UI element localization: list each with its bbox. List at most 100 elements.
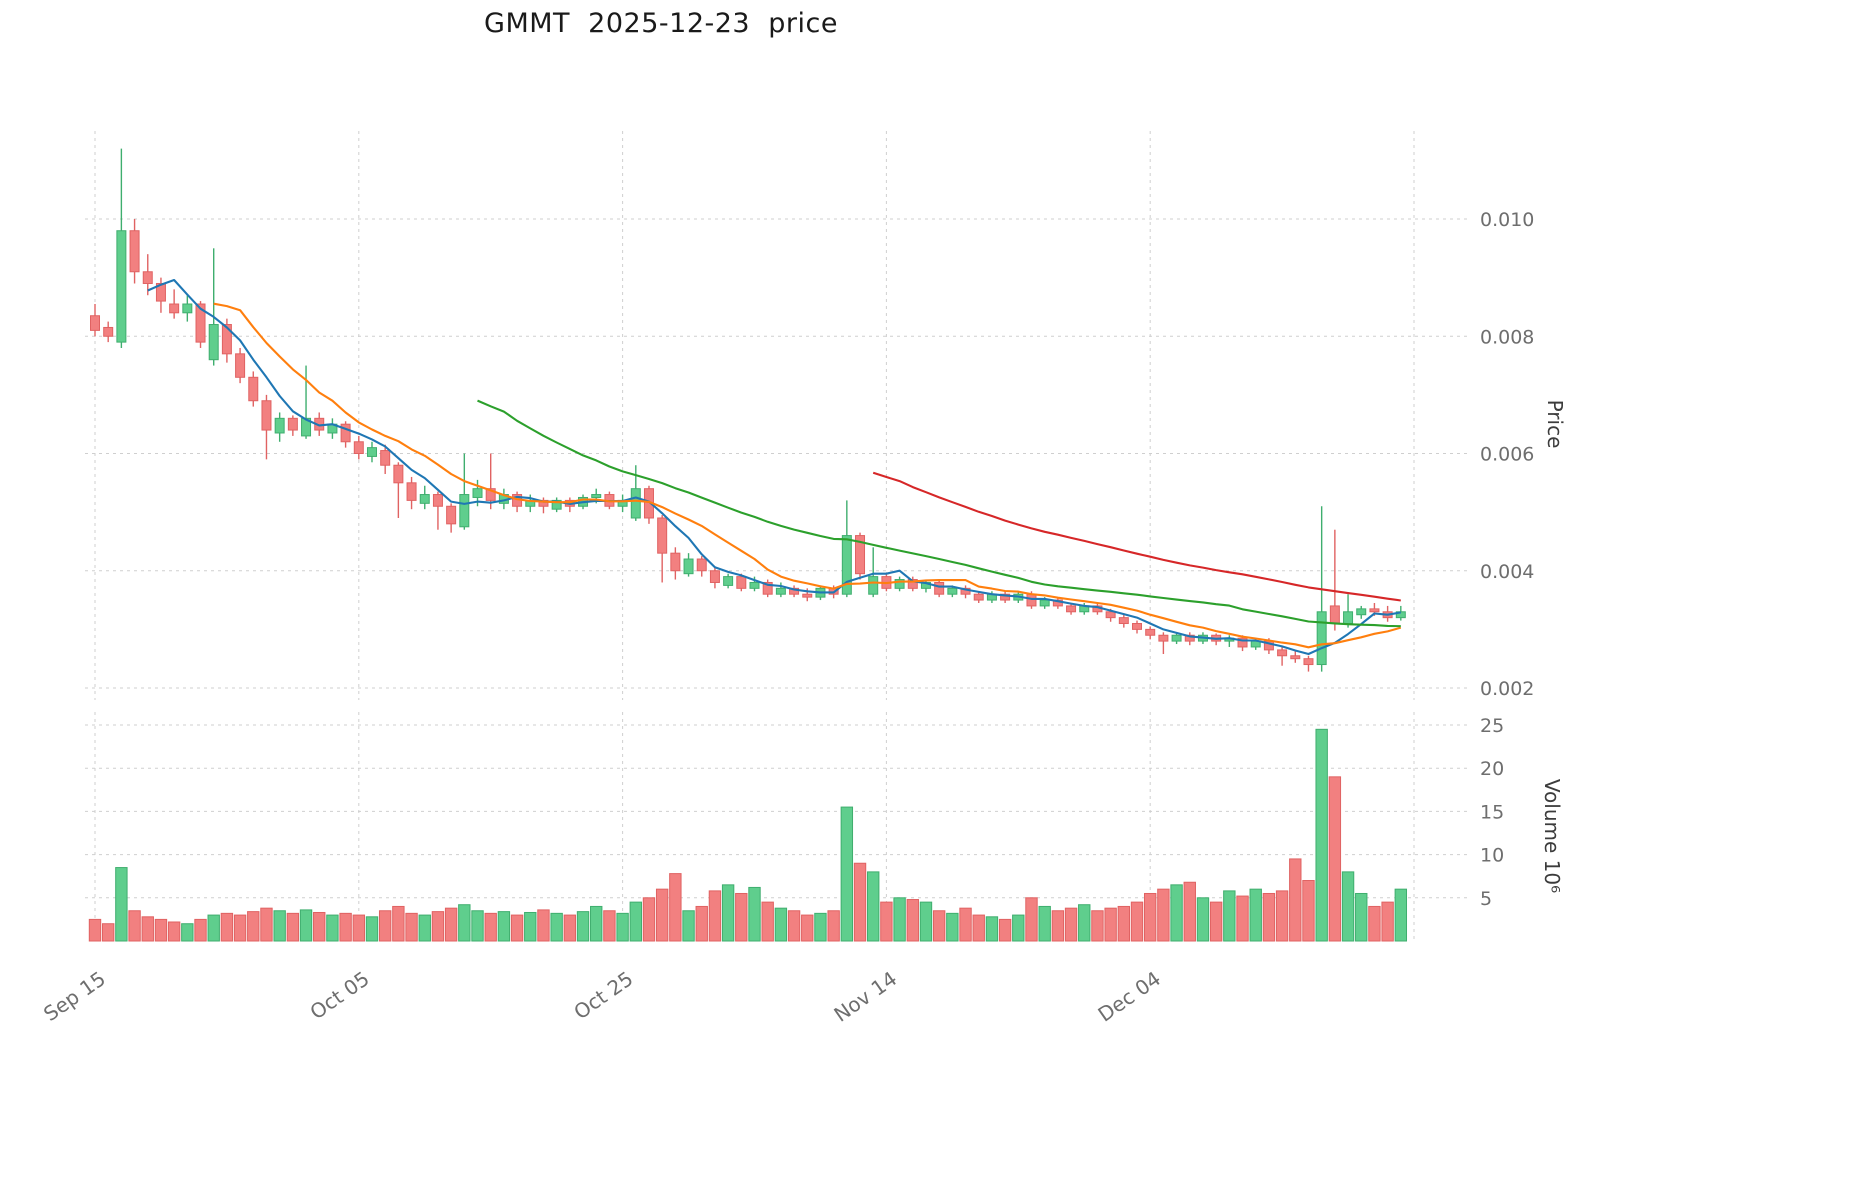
volume-bar-up xyxy=(1196,897,1210,942)
volume-bar-down xyxy=(669,873,682,942)
volume-bar-down xyxy=(1157,888,1170,942)
volume-bar-up xyxy=(1078,904,1091,942)
ma-line-MA5 xyxy=(147,278,1401,656)
candle-up xyxy=(366,447,377,457)
candle-down xyxy=(1118,617,1129,625)
candle-down xyxy=(657,517,668,554)
volume-bar-down xyxy=(906,899,919,942)
candle-down xyxy=(1145,628,1156,636)
candle-down xyxy=(1369,608,1380,613)
candle-up xyxy=(472,488,483,498)
candle-down xyxy=(1026,593,1037,607)
ma-line-MA30 xyxy=(477,399,1401,628)
candle-down xyxy=(1237,637,1248,648)
volume-bar-up xyxy=(115,867,128,942)
candle-down xyxy=(696,558,707,572)
candle-down xyxy=(538,499,549,507)
volume-bar-down xyxy=(352,914,366,942)
volume-bar-up xyxy=(893,897,906,942)
volume-bar-down xyxy=(655,888,669,942)
volume-bar-up xyxy=(497,911,511,942)
price-tick-label: 0.008 xyxy=(1480,326,1534,348)
candle-up xyxy=(630,488,641,519)
volume-bar-down xyxy=(1051,910,1065,942)
candle-down xyxy=(855,535,866,575)
volume-bar-up xyxy=(1394,888,1408,942)
volume-bar-down xyxy=(1025,897,1038,942)
volume-bar-down xyxy=(1368,905,1381,942)
candle-down xyxy=(353,441,364,454)
volume-bar-down xyxy=(128,910,141,942)
volume-bar-up xyxy=(550,912,563,942)
volume-bar-down xyxy=(378,910,392,942)
volume-tick-label: 20 xyxy=(1480,758,1504,780)
volume-bar-down xyxy=(1064,907,1078,942)
volume-bar-down xyxy=(998,918,1012,942)
candle-down xyxy=(432,494,443,507)
volume-bar-up xyxy=(1012,914,1025,942)
candle-down xyxy=(485,488,496,501)
candle-down xyxy=(103,326,114,337)
volume-bar-down xyxy=(260,907,273,942)
volume-bar-up xyxy=(946,912,959,942)
candle-down xyxy=(129,230,140,273)
volume-bar-down xyxy=(220,912,234,942)
volume-tick-label: 5 xyxy=(1480,888,1492,910)
candle-down xyxy=(907,579,918,589)
candle-down xyxy=(1066,605,1077,613)
candle-up xyxy=(894,579,905,589)
volume-bar-down xyxy=(233,914,247,942)
x-tick-label: Dec 04 xyxy=(1094,966,1166,1026)
candle-down xyxy=(670,552,681,572)
candle-up xyxy=(723,576,734,586)
candle-down xyxy=(446,505,457,525)
volume-axis-label: Volume 10⁶ xyxy=(1540,779,1564,893)
candle-up xyxy=(1343,611,1354,625)
ma-line-MA10 xyxy=(213,302,1402,649)
candle-down xyxy=(1132,623,1143,630)
x-tick-label: Oct 05 xyxy=(306,966,374,1024)
volume-bar-up xyxy=(1038,905,1051,942)
volume-bar-up xyxy=(840,806,854,942)
volume-bar-down xyxy=(484,912,497,942)
volume-bar-down xyxy=(537,909,550,942)
volume-bar-down xyxy=(642,897,656,942)
candle-down xyxy=(142,271,153,284)
candle-down xyxy=(802,593,813,598)
volume-bar-up xyxy=(365,916,379,942)
candle-down xyxy=(709,570,720,583)
volume-bar-down xyxy=(1104,907,1117,942)
volume-bar-down xyxy=(1091,910,1104,942)
candles xyxy=(90,148,1406,672)
volume-bar-down xyxy=(1289,858,1302,942)
candle-down xyxy=(1329,605,1340,625)
volume-bar-down xyxy=(563,914,577,942)
volume-bar-up xyxy=(721,884,735,942)
candle-down xyxy=(406,482,417,501)
volume-bar-up xyxy=(576,911,590,942)
x-tick-label: Nov 14 xyxy=(829,966,901,1026)
candle-down xyxy=(934,581,945,595)
volume-bar-down xyxy=(1275,890,1289,942)
ma-line-MA60 xyxy=(872,471,1401,602)
candle-up xyxy=(591,494,602,498)
candle-up xyxy=(841,535,852,595)
volume-bar-up xyxy=(326,914,339,942)
volume-bar-down xyxy=(141,916,154,942)
volume-bar-up xyxy=(616,912,629,942)
volume-bar-up xyxy=(458,904,471,942)
volume-bar-down xyxy=(827,910,840,942)
volume-bar-down xyxy=(1209,901,1223,942)
candle-down xyxy=(1184,634,1195,642)
price-axis-label: Price xyxy=(1543,400,1567,449)
volume-bar-down xyxy=(603,910,616,942)
candle-up xyxy=(551,499,562,510)
volume-bar-down xyxy=(286,912,300,942)
price-tick-label: 0.004 xyxy=(1480,561,1534,583)
candle-up xyxy=(1356,608,1367,616)
volume-bar-down xyxy=(880,901,893,942)
volume-bar-up xyxy=(471,910,484,942)
candle-up xyxy=(868,576,879,595)
candle-up xyxy=(1316,611,1327,666)
